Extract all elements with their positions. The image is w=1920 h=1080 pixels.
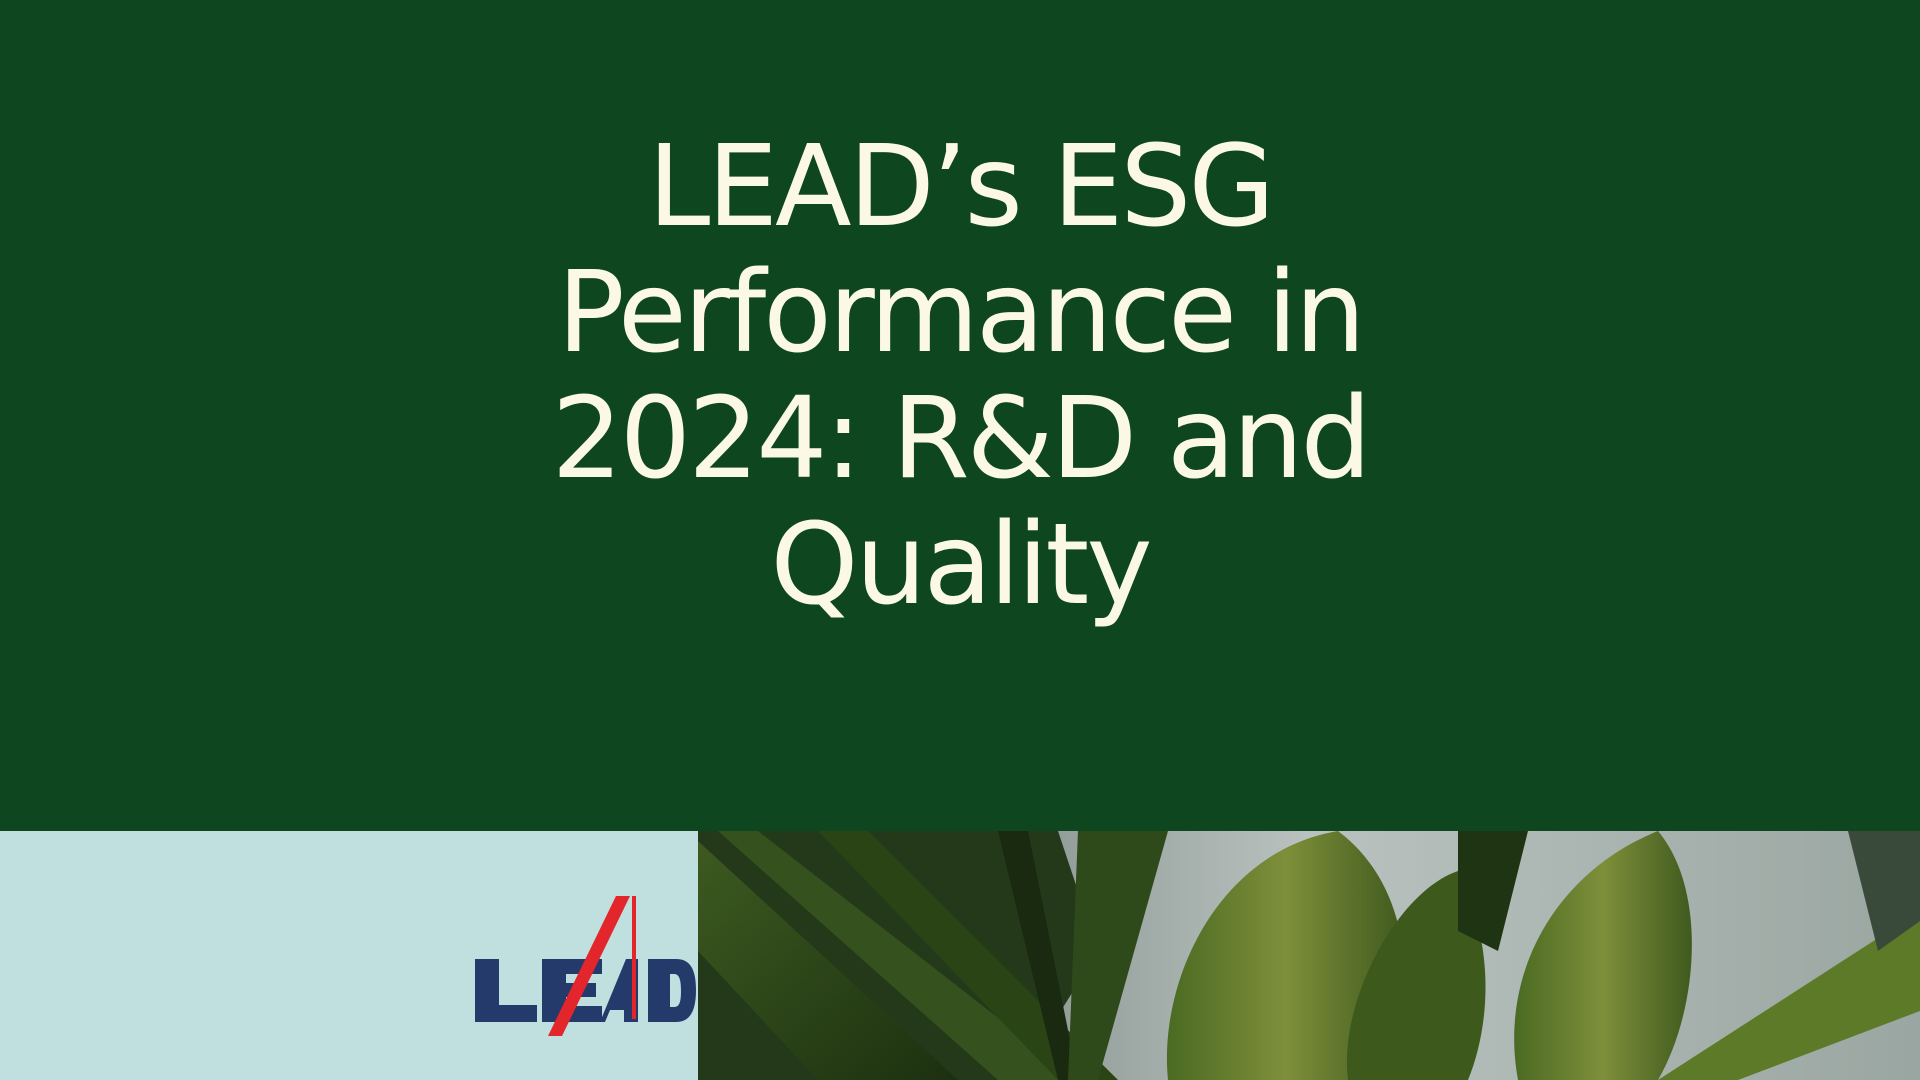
logo-panel	[0, 831, 698, 1080]
plant-photo	[698, 831, 1920, 1080]
lead-logo	[475, 896, 696, 1036]
slide-title: LEAD’s ESG Performance in 2024: R&D and …	[551, 121, 1371, 630]
title-section: LEAD’s ESG Performance in 2024: R&D and …	[551, 121, 1372, 630]
